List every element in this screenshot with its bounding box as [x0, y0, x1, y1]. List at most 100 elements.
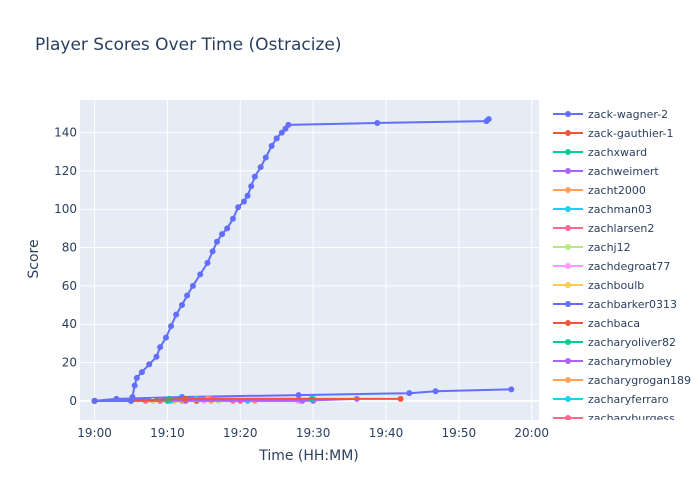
x-tick-label: 20:00	[514, 426, 549, 440]
data-point[interactable]	[184, 292, 191, 299]
data-point[interactable]	[273, 135, 280, 142]
y-tick-label: 140	[54, 126, 77, 140]
legend-item[interactable]: zacharyburgess	[553, 412, 675, 425]
legend-label: zachdegroat77	[588, 260, 670, 273]
data-point[interactable]	[262, 154, 269, 161]
legend-label: zachxward	[588, 146, 647, 159]
legend-item[interactable]: zacharymobley	[553, 355, 673, 368]
legend-swatch-marker	[565, 263, 571, 269]
data-point[interactable]	[406, 390, 413, 397]
data-point[interactable]	[248, 183, 255, 190]
data-point[interactable]	[173, 311, 180, 318]
y-tick-label: 40	[62, 317, 77, 331]
legend-item[interactable]: zachbaca	[553, 317, 640, 330]
legend-swatch-marker	[565, 282, 571, 288]
y-tick-label: 0	[69, 394, 77, 408]
legend-label: zacharymobley	[588, 355, 673, 368]
legend-label: zacharyoliver82	[588, 336, 676, 349]
data-point[interactable]	[374, 119, 381, 126]
legend-swatch-marker	[565, 320, 571, 326]
legend-label: zachbarker0313	[588, 298, 677, 311]
y-tick-label: 60	[62, 279, 77, 293]
legend-item[interactable]: zacht2000	[553, 184, 646, 197]
legend-item[interactable]: zachxward	[553, 146, 647, 159]
data-point[interactable]	[268, 142, 275, 149]
legend-swatch-marker	[565, 206, 571, 212]
legend-item[interactable]: zachlarsen2	[553, 222, 654, 235]
legend-swatch-marker	[565, 168, 571, 174]
data-point[interactable]	[278, 129, 285, 136]
legend-item[interactable]: zachboulb	[553, 279, 644, 292]
data-point[interactable]	[146, 361, 153, 368]
data-point[interactable]	[157, 344, 164, 351]
legend-label: zachlarsen2	[588, 222, 654, 235]
data-point[interactable]	[397, 395, 404, 402]
data-point[interactable]	[91, 397, 98, 404]
legend-item[interactable]: zacharygrogan189	[553, 374, 691, 387]
legend-swatch-marker	[565, 111, 571, 117]
legend-swatch-marker	[565, 339, 571, 345]
data-point[interactable]	[235, 204, 242, 211]
data-point[interactable]	[295, 392, 302, 399]
data-point[interactable]	[168, 323, 175, 330]
data-point[interactable]	[257, 164, 264, 171]
data-point[interactable]	[197, 271, 204, 278]
data-point[interactable]	[213, 238, 220, 245]
data-point[interactable]	[153, 353, 160, 360]
legend-swatch-marker	[565, 396, 571, 402]
legend-swatch-marker	[565, 149, 571, 155]
data-point[interactable]	[131, 382, 138, 389]
legend-label: zack-gauthier-1	[588, 127, 674, 140]
data-point[interactable]	[251, 173, 258, 180]
y-tick-label: 120	[54, 164, 77, 178]
x-tick-label: 19:30	[296, 426, 331, 440]
x-tick-label: 19:10	[150, 426, 185, 440]
data-point[interactable]	[432, 388, 439, 395]
legend-item[interactable]: zacharyoliver82	[553, 336, 676, 349]
legend-label: zack-wagner-2	[588, 108, 668, 121]
legend-label: zacht2000	[588, 184, 646, 197]
data-point[interactable]	[189, 282, 196, 289]
x-tick-label: 19:40	[369, 426, 404, 440]
legend-swatch-marker	[565, 244, 571, 250]
data-point[interactable]	[204, 259, 211, 266]
legend-label: zachbaca	[588, 317, 640, 330]
series-zack-wagner-2	[91, 116, 492, 404]
data-point[interactable]	[244, 192, 251, 199]
data-point[interactable]	[179, 302, 185, 309]
x-tick-label: 19:20	[223, 426, 258, 440]
legend-item[interactable]: zachbarker0313	[553, 298, 677, 311]
legend-item[interactable]: zachdegroat77	[553, 260, 670, 273]
y-axis-label: Score	[26, 239, 42, 278]
data-point[interactable]	[224, 225, 231, 232]
data-point[interactable]	[230, 215, 236, 222]
data-point[interactable]	[138, 369, 145, 376]
plot-background	[80, 100, 539, 420]
series-group	[91, 116, 515, 404]
data-point[interactable]	[240, 198, 247, 205]
data-point[interactable]	[129, 394, 136, 401]
data-point[interactable]	[219, 231, 226, 238]
data-point[interactable]	[209, 248, 216, 255]
legend-item[interactable]: zacharyferraro	[553, 393, 669, 406]
legend-swatch-marker	[565, 301, 571, 307]
data-point[interactable]	[133, 374, 140, 381]
legend-label: zacharygrogan189	[588, 374, 691, 387]
data-point[interactable]	[485, 116, 492, 123]
x-tick-label: 19:00	[77, 426, 112, 440]
legend[interactable]: zack-wagner-2 zack-gauthier-1 zachxward zac…	[553, 108, 691, 425]
legend-item[interactable]: zachweimert	[553, 165, 659, 178]
legend-swatch-marker	[565, 358, 571, 364]
legend-item[interactable]: zack-gauthier-1	[553, 127, 674, 140]
chart-title: Player Scores Over Time (Ostracize)	[35, 35, 342, 55]
x-axis-label: Time (HH:MM)	[258, 448, 359, 464]
data-point[interactable]	[182, 395, 189, 402]
data-point[interactable]	[285, 121, 292, 128]
legend-item[interactable]: zack-wagner-2	[553, 108, 668, 121]
legend-item[interactable]: zachman03	[553, 203, 652, 216]
data-point[interactable]	[508, 386, 515, 393]
data-point[interactable]	[162, 334, 169, 341]
legend-item[interactable]: zachj12	[553, 241, 631, 254]
